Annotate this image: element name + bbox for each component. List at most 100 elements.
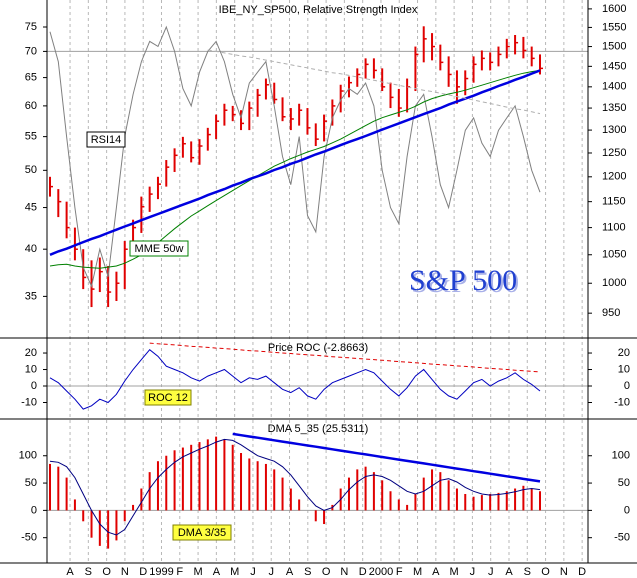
histogram-bar [198,442,201,511]
histogram-bar [472,496,475,511]
trend-line [232,432,541,483]
x-tick-label: A [432,566,440,578]
y-tick-label: 40 [25,243,37,255]
histogram-bar [372,472,375,511]
y-tick-label: 100 [19,450,37,462]
histogram-bar [464,493,467,511]
x-tick-label: M [450,566,459,578]
y2-tick-label: 1350 [602,102,626,114]
y-tick-label-right: -10 [614,396,630,408]
y-tick-label-right: -50 [614,532,630,544]
label-box [86,131,126,148]
series-line [49,25,541,289]
histogram-bar [389,491,392,511]
histogram-bar [123,510,126,522]
y2-tick-label: 1300 [602,124,626,136]
histogram-bar [497,492,500,511]
histogram-bar [206,439,209,511]
y-tick-label: 75 [25,21,37,33]
x-tick-label: M [193,566,202,578]
histogram-bar [215,436,218,511]
histogram-bar [190,444,193,511]
histogram-bar [431,469,434,511]
x-tick-label: J [470,566,476,578]
x-tick-label: J [250,566,256,578]
histogram-bar [323,510,326,525]
histogram-bar [115,510,118,541]
x-tick-label: A [66,566,74,578]
x-tick-label: O [102,566,111,578]
histogram-bar [65,477,68,511]
histogram-bar [397,499,400,511]
x-tick-label: S [85,566,92,578]
y2-tick-label: 1000 [602,277,626,289]
y-tick-label: 55 [25,131,37,143]
x-tick-label: M [230,566,239,578]
x-tick-label: O [541,566,550,578]
label-box [172,524,232,541]
y-tick-label-right: 10 [618,363,630,375]
histogram-bar [522,485,525,511]
y-tick-label-right: 20 [618,347,630,359]
label-text: RSI14 [91,134,122,146]
histogram-bar [256,461,259,511]
x-tick-label: N [560,566,568,578]
histogram-bar [82,510,85,522]
histogram-bar [447,480,450,511]
y-tick-label-right: 0 [624,380,630,392]
histogram-bar [514,488,517,511]
histogram-bar [173,450,176,511]
y2-tick-label: 1100 [602,222,626,234]
histogram-bar [107,510,110,549]
y2-tick-label: 1550 [602,21,626,33]
x-tick-label: F [396,566,403,578]
histogram-bar [140,488,143,511]
histogram-bar [314,510,317,522]
x-tick-label: M [413,566,422,578]
trend-line [149,342,541,373]
series-line [49,438,541,536]
y-tick-label: 0 [31,504,37,516]
y-tick-label: 65 [25,71,37,83]
histogram-bar [289,488,292,511]
histogram-bar [90,510,93,538]
trend-line [207,49,541,115]
y2-tick-label: 950 [602,307,620,319]
x-tick-label: F [176,566,183,578]
panel-title: Price ROC (-2.8663) [268,342,368,354]
x-tick-label: S [524,566,531,578]
histogram-bar [406,504,409,511]
label-box [129,240,189,257]
y2-tick-label: 1400 [602,81,626,93]
histogram-bar [439,472,442,511]
series-line [49,349,541,410]
histogram-bar [132,504,135,511]
histogram-bar [530,488,533,511]
y-tick-label: 50 [25,164,37,176]
histogram-bar [165,455,168,511]
histogram-bar [455,488,458,511]
x-tick-label: J [488,566,494,578]
series-line [49,69,541,269]
histogram-bar [281,477,284,511]
y-tick-label-right: 100 [612,450,630,462]
annotation: S&P 500 [409,264,517,297]
x-tick-label: A [286,566,294,578]
trend-line [49,69,541,256]
y-tick-label: 60 [25,100,37,112]
y2-tick-label: 1050 [602,249,626,261]
histogram-bar [539,491,541,511]
y-tick-label-right: 50 [618,477,630,489]
y-tick-label: 10 [25,363,37,375]
histogram-bar [73,499,76,511]
y-tick-label: -50 [21,532,37,544]
panel-title: IBE_NY_SP500, Relative Strength Index [219,4,418,16]
x-tick-label: N [340,566,348,578]
histogram-bar [273,469,276,511]
x-tick-label: A [505,566,513,578]
histogram-bar [57,466,60,511]
x-tick-label: A [213,566,221,578]
